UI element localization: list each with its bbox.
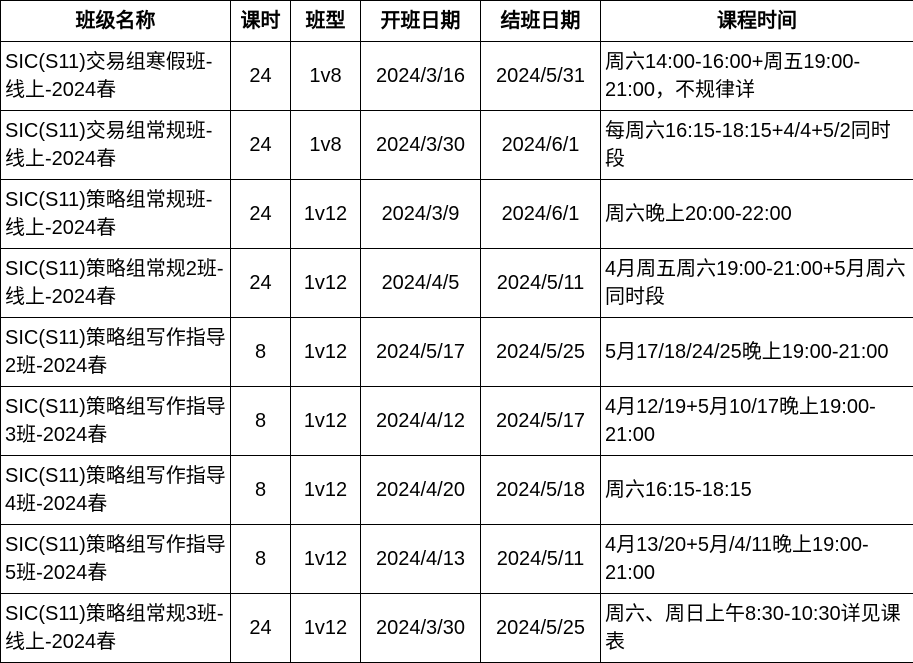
cell-class-name: SIC(S11)交易组常规班-线上-2024春 [1,111,231,180]
cell-type: 1v12 [291,387,361,456]
cell-hours: 8 [231,318,291,387]
cell-schedule: 周六晚上20:00-22:00 [601,180,913,249]
cell-class-name: SIC(S11)策略组写作指导3班-2024春 [1,387,231,456]
cell-schedule: 4月周五周六19:00-21:00+5月周六同时段 [601,249,913,318]
cell-schedule: 周六、周日上午8:30-10:30详见课表 [601,594,913,663]
cell-end-date: 2024/5/25 [481,318,601,387]
cell-start-date: 2024/3/30 [361,594,481,663]
cell-end-date: 2024/5/11 [481,525,601,594]
cell-hours: 24 [231,111,291,180]
cell-end-date: 2024/5/18 [481,456,601,525]
cell-end-date: 2024/5/17 [481,387,601,456]
cell-start-date: 2024/5/17 [361,318,481,387]
table-row: SIC(S11)策略组写作指导3班-2024春 8 1v12 2024/4/12… [1,387,913,456]
cell-class-name: SIC(S11)策略组常规2班-线上-2024春 [1,249,231,318]
cell-start-date: 2024/3/16 [361,42,481,111]
table-row: SIC(S11)策略组写作指导5班-2024春 8 1v12 2024/4/13… [1,525,913,594]
cell-start-date: 2024/4/12 [361,387,481,456]
cell-schedule: 4月13/20+5月/4/11晚上19:00-21:00 [601,525,913,594]
cell-class-name: SIC(S11)策略组常规3班-线上-2024春 [1,594,231,663]
cell-start-date: 2024/4/5 [361,249,481,318]
header-start-date: 开班日期 [361,1,481,42]
cell-type: 1v12 [291,594,361,663]
header-type: 班型 [291,1,361,42]
cell-class-name: SIC(S11)策略组写作指导2班-2024春 [1,318,231,387]
cell-end-date: 2024/5/31 [481,42,601,111]
table-row: SIC(S11)策略组常规班-线上-2024春 24 1v12 2024/3/9… [1,180,913,249]
cell-hours: 24 [231,249,291,318]
cell-hours: 8 [231,525,291,594]
cell-class-name: SIC(S11)交易组寒假班-线上-2024春 [1,42,231,111]
cell-type: 1v8 [291,42,361,111]
table-row: SIC(S11)策略组常规2班-线上-2024春 24 1v12 2024/4/… [1,249,913,318]
cell-hours: 8 [231,456,291,525]
cell-end-date: 2024/5/25 [481,594,601,663]
table-header-row: 班级名称 课时 班型 开班日期 结班日期 课程时间 [1,1,913,42]
cell-schedule: 周六16:15-18:15 [601,456,913,525]
table-row: SIC(S11)策略组写作指导4班-2024春 8 1v12 2024/4/20… [1,456,913,525]
class-schedule-table: 班级名称 课时 班型 开班日期 结班日期 课程时间 SIC(S11)交易组寒假班… [0,0,913,663]
cell-start-date: 2024/4/20 [361,456,481,525]
table-row: SIC(S11)交易组常规班-线上-2024春 24 1v8 2024/3/30… [1,111,913,180]
cell-schedule: 周六14:00-16:00+周五19:00-21:00，不规律详 [601,42,913,111]
header-end-date: 结班日期 [481,1,601,42]
cell-end-date: 2024/6/1 [481,180,601,249]
cell-class-name: SIC(S11)策略组写作指导4班-2024春 [1,456,231,525]
cell-hours: 8 [231,387,291,456]
table-row: SIC(S11)策略组写作指导2班-2024春 8 1v12 2024/5/17… [1,318,913,387]
table-row: SIC(S11)策略组常规3班-线上-2024春 24 1v12 2024/3/… [1,594,913,663]
cell-type: 1v12 [291,318,361,387]
cell-hours: 24 [231,594,291,663]
cell-schedule: 每周六16:15-18:15+4/4+5/2同时段 [601,111,913,180]
cell-type: 1v12 [291,249,361,318]
cell-hours: 24 [231,180,291,249]
cell-start-date: 2024/3/9 [361,180,481,249]
cell-end-date: 2024/5/11 [481,249,601,318]
header-hours: 课时 [231,1,291,42]
cell-hours: 24 [231,42,291,111]
header-schedule: 课程时间 [601,1,913,42]
cell-schedule: 4月12/19+5月10/17晚上19:00-21:00 [601,387,913,456]
cell-type: 1v8 [291,111,361,180]
table-row: SIC(S11)交易组寒假班-线上-2024春 24 1v8 2024/3/16… [1,42,913,111]
cell-class-name: SIC(S11)策略组写作指导5班-2024春 [1,525,231,594]
cell-type: 1v12 [291,525,361,594]
cell-schedule: 5月17/18/24/25晚上19:00-21:00 [601,318,913,387]
cell-start-date: 2024/3/30 [361,111,481,180]
cell-end-date: 2024/6/1 [481,111,601,180]
cell-start-date: 2024/4/13 [361,525,481,594]
cell-class-name: SIC(S11)策略组常规班-线上-2024春 [1,180,231,249]
cell-type: 1v12 [291,180,361,249]
table-body: SIC(S11)交易组寒假班-线上-2024春 24 1v8 2024/3/16… [1,42,913,663]
header-class-name: 班级名称 [1,1,231,42]
cell-type: 1v12 [291,456,361,525]
